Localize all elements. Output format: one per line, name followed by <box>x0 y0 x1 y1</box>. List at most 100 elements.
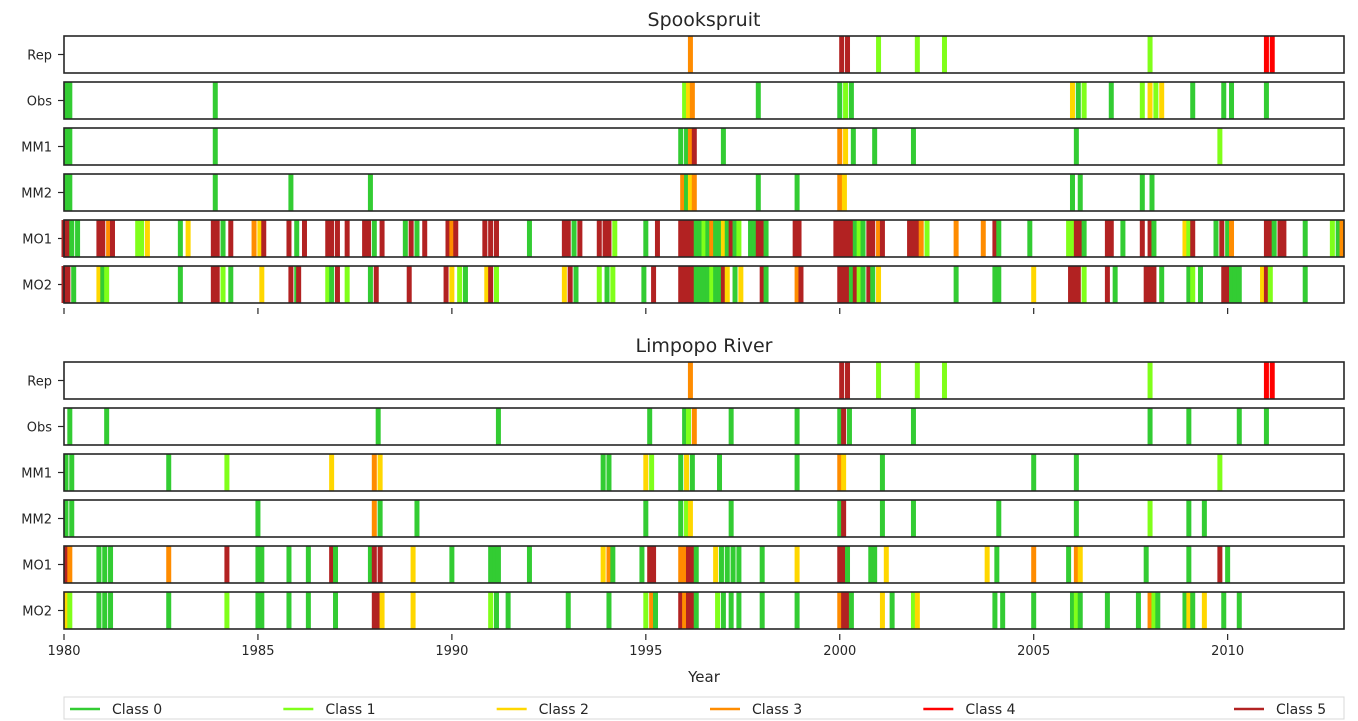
event-bar-class-3 <box>687 36 693 73</box>
event-bar-class-5 <box>100 220 106 257</box>
event-bar-class-0 <box>868 546 874 583</box>
event-bar-class-2 <box>185 220 191 257</box>
event-bar-class-5 <box>371 592 377 629</box>
event-bar-class-5 <box>841 500 847 537</box>
event-bar-class-1 <box>843 82 849 119</box>
event-bar-class-0 <box>728 500 734 537</box>
row-mm2: MM2 <box>21 499 1345 538</box>
event-bar-class-5 <box>833 220 839 257</box>
event-bar-class-0 <box>879 454 885 491</box>
event-bar-class-0 <box>736 592 742 629</box>
legend-label: Class 3 <box>752 702 802 718</box>
event-bar-class-5 <box>329 546 335 583</box>
event-bar-class-5 <box>261 220 267 257</box>
event-bar-class-1 <box>488 592 494 629</box>
event-bar-class-0 <box>1225 220 1231 257</box>
event-bar-class-0 <box>678 454 684 491</box>
event-bar-class-1 <box>1190 266 1196 303</box>
event-bar-class-0 <box>1232 266 1238 303</box>
x-tick-label: 1980 <box>47 644 80 659</box>
event-bar-class-0 <box>992 266 998 303</box>
event-bar-class-2 <box>1069 82 1075 119</box>
event-bar-class-1 <box>709 266 715 303</box>
event-bar-class-1 <box>1329 220 1335 257</box>
event-bar-class-0 <box>367 174 373 211</box>
event-bar-class-0 <box>724 546 730 583</box>
event-bar-class-0 <box>1236 408 1242 445</box>
event-bar-class-2 <box>1186 592 1192 629</box>
event-bar-class-2 <box>1031 266 1037 303</box>
event-bar-class-0 <box>850 128 856 165</box>
event-bar-class-0 <box>848 82 854 119</box>
event-bar-class-5 <box>406 266 412 303</box>
event-bar-class-0 <box>759 546 765 583</box>
event-bar-class-1 <box>67 592 73 629</box>
event-bar-class-5 <box>1217 546 1223 583</box>
event-bar-class-2 <box>1147 82 1153 119</box>
event-bar-class-2 <box>843 128 849 165</box>
event-bar-class-0 <box>1120 220 1126 257</box>
event-bar-class-1 <box>104 266 110 303</box>
event-bar-class-0 <box>1221 592 1227 629</box>
event-bar-class-5 <box>365 220 371 257</box>
event-bar-class-3 <box>1147 592 1153 629</box>
row-label: Rep <box>27 49 52 64</box>
event-bar-class-0 <box>705 220 711 257</box>
event-bar-class-0 <box>108 546 114 583</box>
event-bar-class-0 <box>606 454 612 491</box>
event-bar-class-1 <box>856 266 862 303</box>
event-bar-class-5 <box>837 220 843 257</box>
event-bar-class-0 <box>720 128 726 165</box>
event-bar-class-2 <box>841 174 847 211</box>
event-bar-class-0 <box>1190 592 1196 629</box>
event-bar-class-5 <box>866 220 872 257</box>
event-bar-class-5 <box>224 546 230 583</box>
event-bar-class-1 <box>649 454 655 491</box>
event-bar-class-0 <box>367 266 373 303</box>
event-bar-class-5 <box>96 220 102 257</box>
event-bar-class-0 <box>63 454 69 491</box>
event-bar-class-3 <box>1229 220 1235 257</box>
event-bar-class-0 <box>166 592 172 629</box>
event-bar-class-0 <box>606 592 612 629</box>
event-bar-class-3 <box>691 408 697 445</box>
event-bar-class-3 <box>953 220 959 257</box>
event-bar-class-5 <box>654 220 660 257</box>
event-bar-class-0 <box>720 592 726 629</box>
event-bar-class-5 <box>1263 220 1269 257</box>
event-bar-class-1 <box>1151 592 1157 629</box>
event-bar-class-0 <box>684 174 690 211</box>
event-bar-class-0 <box>639 546 645 583</box>
event-bar-class-0 <box>701 266 707 303</box>
event-bar-class-0 <box>794 174 800 211</box>
event-bar-class-1 <box>1147 362 1153 399</box>
event-bar-class-0 <box>852 220 858 257</box>
event-bar-class-3 <box>918 220 924 257</box>
event-bar-class-0 <box>870 266 876 303</box>
event-bar-class-0 <box>728 408 734 445</box>
event-bar-class-3 <box>687 362 693 399</box>
row-mo2: MO2 <box>22 265 1345 304</box>
event-bar-class-0 <box>305 592 311 629</box>
event-bar-class-1 <box>941 362 947 399</box>
row-mo2: MO2 <box>22 591 1345 630</box>
event-bar-class-0 <box>837 82 843 119</box>
event-bar-class-0 <box>333 546 339 583</box>
row-label: MO2 <box>22 605 52 620</box>
event-bar-class-5 <box>682 220 688 257</box>
event-bar-class-5 <box>482 220 488 257</box>
event-bar-class-0 <box>1186 408 1192 445</box>
event-bar-class-5 <box>839 362 845 399</box>
event-bar-class-5 <box>488 220 494 257</box>
row-frame <box>63 591 1345 630</box>
event-bar-class-0 <box>953 266 959 303</box>
event-bar-class-1 <box>856 220 862 257</box>
row-mo1: MO1 <box>22 545 1345 584</box>
event-bar-class-1 <box>135 220 141 257</box>
event-bar-class-2 <box>329 454 335 491</box>
spookspruit-xticks <box>63 308 1229 314</box>
event-bar-class-5 <box>493 220 499 257</box>
event-bar-class-5 <box>870 220 876 257</box>
event-bar-class-0 <box>63 128 69 165</box>
event-bar-class-0 <box>493 592 499 629</box>
